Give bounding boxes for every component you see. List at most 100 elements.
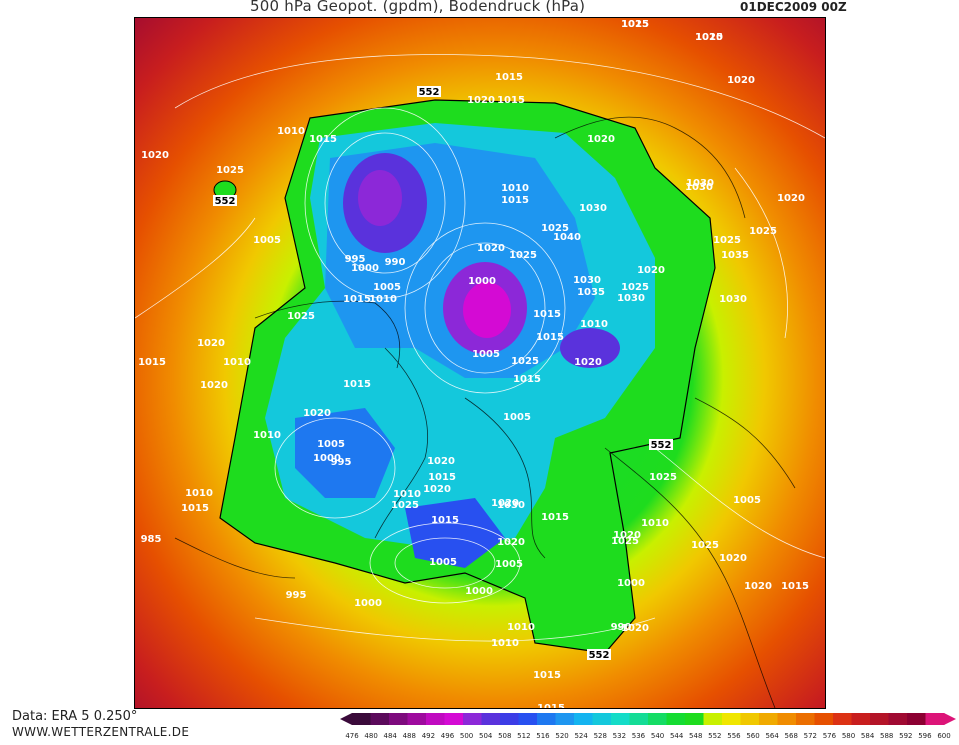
- isobar-label: 1015: [497, 95, 525, 106]
- isobar-label: 1020: [744, 581, 772, 592]
- isobar-label: 1005: [317, 439, 345, 450]
- colorbar-tick-label: 560: [746, 732, 759, 740]
- isobar-label: 1015: [533, 670, 561, 681]
- map-title: 500 hPa Geopot. (gpdm), Bodendruck (hPa): [250, 0, 586, 15]
- isobar-label: 1020: [777, 193, 805, 204]
- isobar-label: 1010: [580, 319, 608, 330]
- colorbar-swatch: [444, 713, 464, 725]
- colorbar-tick-label: 564: [765, 732, 779, 740]
- colorbar-swatch: [592, 713, 612, 725]
- colorbar-tick-label: 492: [422, 732, 435, 740]
- isobar-label: 1035: [577, 287, 605, 298]
- isobar-label: 1035: [721, 250, 749, 261]
- colorbar-tick-label: 548: [689, 732, 702, 740]
- colorbar-tick-label: 592: [899, 732, 912, 740]
- isobar-label: 1010: [393, 489, 421, 500]
- colorbar-tick-label: 476: [345, 732, 359, 740]
- isobar-label: 1000: [617, 578, 645, 589]
- isobar-label: 1010: [277, 126, 305, 137]
- isobar-label: 995: [331, 457, 352, 468]
- isobar-label: 1015: [431, 515, 459, 526]
- contour-552-label: 552: [419, 87, 440, 98]
- colorbar-tick-label: 576: [823, 732, 837, 740]
- isobar-label: 1020: [197, 338, 225, 349]
- isobar-label: 1010: [253, 430, 281, 441]
- isobar-label: 1025: [691, 540, 719, 551]
- isobar-label: 1015: [533, 309, 561, 320]
- colorbar-tick-label: 568: [785, 732, 798, 740]
- colorbar-swatch: [352, 713, 371, 725]
- colorbar-swatch: [722, 713, 741, 725]
- isobar-label: 1025: [391, 500, 419, 511]
- colorbar-tick-label: 572: [804, 732, 817, 740]
- isobar-label: 1015: [181, 503, 209, 514]
- isobar-label: 1015: [536, 332, 564, 343]
- colorbar-swatch: [481, 713, 501, 725]
- isobar-label: 1020: [637, 265, 665, 276]
- isobar-label: 1020: [303, 408, 331, 419]
- colorbar-swatch: [463, 713, 482, 725]
- colorbar-swatch: [740, 713, 760, 725]
- isobar-label: 985: [141, 534, 162, 545]
- colorbar-tick-label: 504: [479, 732, 493, 740]
- colorbar-swatch: [870, 713, 889, 725]
- colorbar-arrow-left: [340, 713, 352, 725]
- isobar-label: 1030: [685, 182, 713, 193]
- colorbar-swatch: [796, 713, 815, 725]
- colorbar-swatch: [888, 713, 908, 725]
- isobar-label: 1010: [501, 183, 529, 194]
- colorbar-tick-label: 520: [555, 732, 568, 740]
- colorbar-swatch: [629, 713, 649, 725]
- colorbar-swatch: [666, 713, 686, 725]
- colorbar-tick-label: 480: [364, 732, 377, 740]
- colorbar-swatch: [925, 713, 945, 725]
- isobar-label: 1005: [373, 282, 401, 293]
- colorbar-swatch: [500, 713, 519, 725]
- isobar-label: 1015: [343, 379, 371, 390]
- colorbar-tick-label: 528: [594, 732, 607, 740]
- colorbar-swatch: [555, 713, 575, 725]
- colorbar-tick-label: 584: [861, 732, 875, 740]
- isobar-label: 1020: [574, 357, 602, 368]
- isobar-label: 990: [385, 257, 406, 268]
- colorbar-swatch: [777, 713, 797, 725]
- colorbar-swatch: [759, 713, 778, 725]
- low-siberia: [560, 328, 620, 368]
- isobar-label: 1020: [141, 150, 169, 161]
- colorbar-tick-label: 508: [498, 732, 511, 740]
- colorbar-swatch: [648, 713, 667, 725]
- coastlines: [174, 116, 796, 708]
- colorbar-swatch: [907, 713, 926, 725]
- colorbar-swatch: [389, 713, 408, 725]
- isobar-label: 1020: [613, 530, 641, 541]
- contour-label-bg: [587, 649, 611, 660]
- isobar-label: 1025: [287, 311, 315, 322]
- colorbar-swatch: [426, 713, 445, 725]
- isobar-label: 1030: [617, 293, 645, 304]
- isobar-label: 1005: [253, 235, 281, 246]
- isobar-label: 1000: [351, 263, 379, 274]
- isobar-label: 1015: [495, 72, 523, 83]
- isobar-label: 1020: [200, 380, 228, 391]
- contour-label-bg: [213, 195, 237, 206]
- isobar-label: 1040: [553, 232, 581, 243]
- isobar-label: 1015: [501, 195, 529, 206]
- isobar-label: 1020: [427, 456, 455, 467]
- isobar-label: 1020: [467, 95, 495, 106]
- isobar-label: 1010: [369, 294, 397, 305]
- isobar-label: 1005: [429, 557, 457, 568]
- isobar-label: 1010: [641, 518, 669, 529]
- isobar-label: 1010: [491, 638, 519, 649]
- isobar-label: 1015: [695, 32, 723, 43]
- isobar-label: 990: [611, 622, 632, 633]
- colorbar-tick-label: 500: [460, 732, 473, 740]
- colorbar-tick-label: 512: [517, 732, 530, 740]
- colorbar-swatch: [851, 713, 871, 725]
- colorbar-swatch: [833, 713, 852, 725]
- isobar-label: 1015: [343, 294, 371, 305]
- trough-region-3: [405, 498, 505, 568]
- isobar-label: 1020: [695, 32, 723, 43]
- isobar-label: 1025: [713, 235, 741, 246]
- colorbar-swatch: [537, 713, 556, 725]
- isobar-label: 1000: [354, 598, 382, 609]
